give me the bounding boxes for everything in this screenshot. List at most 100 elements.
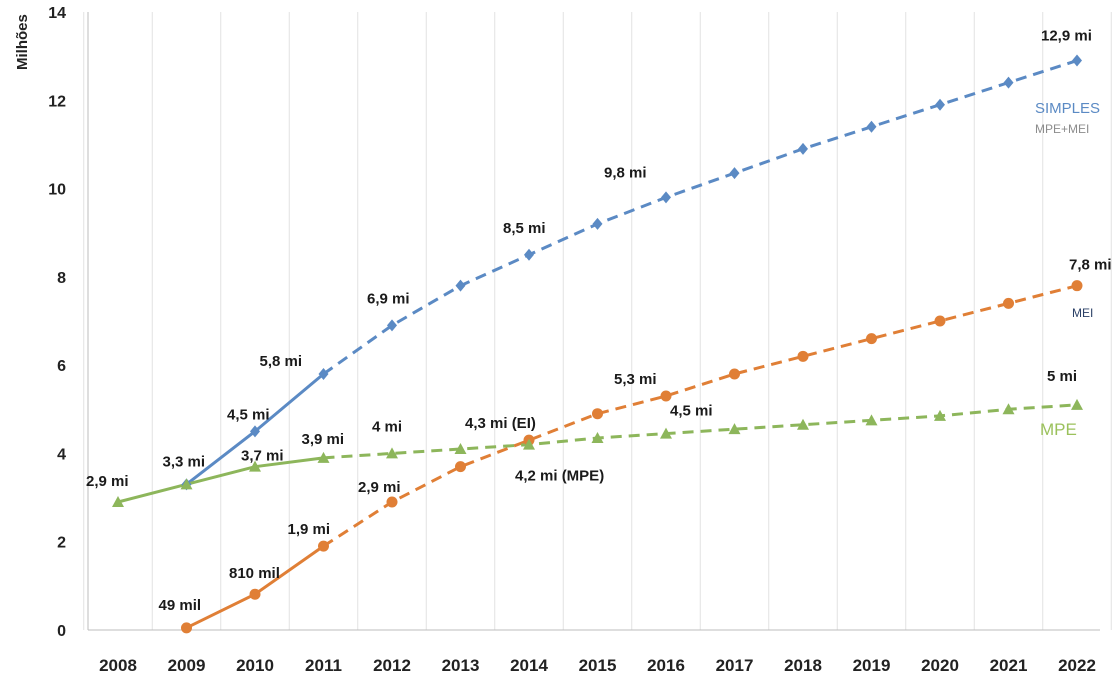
simples-point: [592, 217, 603, 230]
simples-point: [1072, 54, 1082, 67]
simples-point: [798, 142, 808, 155]
simples-point: [524, 248, 534, 261]
data-label: 5,8 mi: [260, 353, 303, 370]
simples-point: [866, 120, 877, 133]
data-label: 6,9 mi: [367, 290, 410, 307]
mei-line-dashed: [322, 284, 1078, 548]
data-label: 3,9 mi: [302, 431, 345, 448]
mpe-point: [1002, 403, 1015, 415]
data-label: 1,9 mi: [288, 521, 331, 538]
data-label: 49 mil: [159, 597, 202, 614]
x-tick-label: 2020: [921, 656, 959, 675]
x-tick-label: 2014: [510, 656, 548, 675]
x-tick-label: 2017: [716, 656, 754, 675]
y-axis-label: Milhões: [14, 14, 31, 70]
mpe-point: [660, 427, 672, 439]
simples-point: [1003, 76, 1014, 89]
mpe-point: [454, 443, 467, 455]
mpe-point: [728, 423, 741, 435]
legend-mpe: MPE: [1040, 420, 1077, 439]
mei-point: [660, 390, 672, 402]
data-label: 3,3 mi: [163, 453, 206, 470]
x-tick-label: 2009: [168, 656, 206, 675]
data-label: 4,5 mi: [670, 403, 713, 420]
y-tick-label: 12: [48, 93, 66, 110]
y-tick-label: 0: [57, 623, 66, 640]
simples-point: [250, 425, 260, 438]
simples-point: [729, 167, 740, 180]
mei-point: [1003, 297, 1014, 309]
y-tick-label: 4: [57, 446, 66, 463]
mpe-point: [386, 447, 398, 459]
y-tick-label: 8: [57, 270, 66, 287]
mei-point: [249, 588, 261, 600]
data-label: 7,8 mi: [1069, 257, 1112, 274]
legend-simples-subtitle: MPE+MEI: [1035, 122, 1090, 136]
legend-simples: SIMPLES: [1035, 100, 1101, 117]
x-tick-label: 2019: [853, 656, 891, 675]
x-tick-label: 2008: [99, 656, 137, 675]
mei-point: [318, 540, 329, 552]
data-label: 8,5 mi: [503, 220, 546, 237]
x-tick-label: 2021: [990, 656, 1028, 675]
mpe-line-solid: [117, 456, 324, 504]
data-label: 2,9 mi: [358, 479, 401, 496]
x-tick-label: 2016: [647, 656, 685, 675]
mei-point: [729, 368, 740, 380]
mei-point: [1071, 280, 1083, 292]
mpe-point: [112, 495, 124, 507]
x-tick-label: 2013: [442, 656, 480, 675]
simples-point: [935, 98, 945, 111]
series-lines: [117, 59, 1078, 630]
mpe-point: [523, 438, 535, 450]
simples-point: [661, 191, 671, 204]
mei-point: [455, 461, 466, 473]
y-tick-label: 2: [57, 535, 66, 552]
simples-line-dashed: [322, 59, 1078, 376]
mpe-point: [1071, 398, 1083, 410]
mei-point: [866, 333, 877, 345]
x-axis: 2008 2009 2010 2011 2012 2013 2014 2015 2016 2017…: [88, 629, 1100, 675]
data-label: 4 mi: [372, 418, 402, 435]
simples-point: [318, 367, 329, 380]
mpe-point: [934, 409, 946, 421]
data-label: 9,8 mi: [604, 164, 647, 181]
y-tick-label: 6: [57, 358, 66, 375]
mpe-point: [797, 418, 809, 430]
x-tick-label: 2015: [579, 656, 617, 675]
data-label: 810 mil: [229, 565, 280, 582]
y-tick-label: 10: [48, 182, 66, 199]
simples-point: [387, 319, 397, 332]
y-axis-title: Milhões: [6, 14, 66, 88]
mei-point: [592, 408, 603, 420]
mei-line-solid: [185, 544, 325, 630]
mei-point: [386, 496, 398, 508]
x-tick-label: 2022: [1058, 656, 1096, 675]
mpe-point: [591, 431, 604, 443]
data-label: 5,3 mi: [614, 371, 657, 388]
x-tick-label: 2010: [236, 656, 274, 675]
mei-point: [934, 315, 946, 327]
mei-point: [181, 622, 192, 634]
series-markers: [112, 54, 1083, 634]
mei-point: [797, 350, 809, 362]
grid-lines: [83, 12, 1112, 630]
mpe-point: [180, 478, 193, 490]
y-tick-label: 14: [48, 5, 66, 22]
data-label: 12,9 mi: [1041, 28, 1092, 45]
simples-point: [455, 279, 466, 292]
x-tick-label: 2012: [373, 656, 411, 675]
data-label: 4,3 mi (EI): [465, 415, 536, 432]
x-tick-label: 2011: [305, 656, 342, 675]
data-label: 2,9 mi: [86, 473, 129, 490]
data-label: 5 mi: [1047, 368, 1077, 385]
data-label: 3,7 mi: [241, 448, 284, 465]
mpe-point: [249, 460, 261, 472]
data-labels: 2,9 mi 3,3 mi 3,7 mi 3,9 mi 4 mi 4,5 mi 5,8 mi…: [86, 28, 1112, 614]
mpe-point: [865, 414, 878, 426]
data-label: 4,5 mi: [227, 406, 270, 423]
data-label: 4,2 mi (MPE): [515, 468, 604, 485]
legend-mei: MEI: [1072, 306, 1094, 320]
x-tick-label: 2018: [784, 656, 822, 675]
